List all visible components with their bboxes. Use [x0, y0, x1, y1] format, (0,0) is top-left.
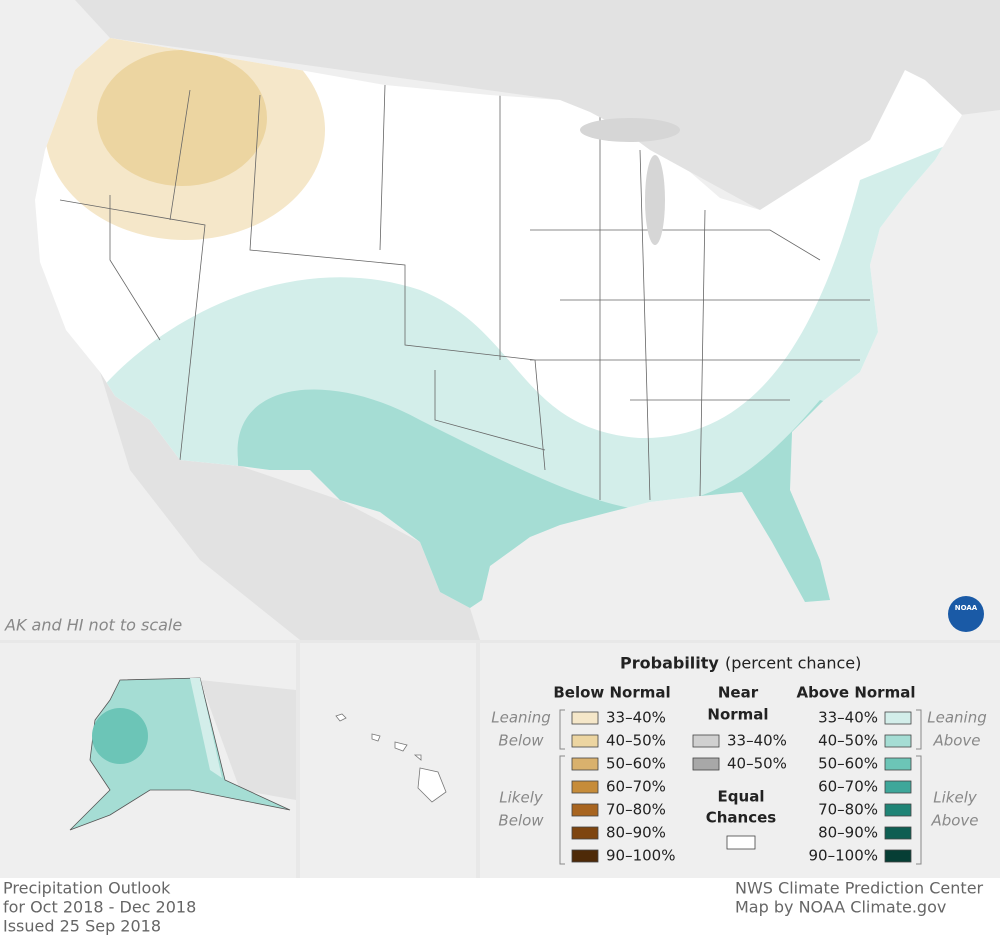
legend-swatch	[571, 849, 599, 863]
legend-label: 80–90%	[606, 824, 666, 842]
legend-label: 80–90%	[818, 824, 878, 842]
footer-line: Map by NOAA Climate.gov	[735, 898, 946, 917]
legend-swatch	[884, 780, 912, 794]
legend-label: 50–60%	[818, 755, 878, 773]
legend-label: 90–100%	[809, 847, 878, 865]
bracket	[916, 709, 922, 750]
legend-label: 40–50%	[818, 732, 878, 750]
legend-swatch	[884, 711, 912, 725]
side-label: Leaning	[927, 709, 986, 727]
map-note: AK and HI not to scale	[4, 616, 182, 635]
legend-swatch	[692, 734, 720, 748]
legend-swatch	[884, 734, 912, 748]
footer-line: NWS Climate Prediction Center	[735, 879, 984, 898]
legend-label: 70–80%	[606, 801, 666, 819]
legend-label: 60–70%	[606, 778, 666, 796]
legend-swatch	[884, 803, 912, 817]
bracket	[559, 709, 565, 750]
column-heading: Near	[718, 684, 759, 702]
noaa-logo	[948, 596, 984, 632]
side-label: Likely	[499, 789, 544, 807]
legend-label: 40–50%	[606, 732, 666, 750]
column-heading: Above Normal	[797, 684, 916, 702]
legend-label: 33–40%	[818, 709, 878, 727]
legend: Probability (percent chance) Below Norma…	[491, 654, 987, 865]
legend-label: 60–70%	[818, 778, 878, 796]
lake-superior	[580, 118, 680, 142]
canada	[0, 0, 1000, 210]
logo-text: NOAA	[955, 604, 978, 612]
legend-swatch	[571, 803, 599, 817]
below-40-50-region	[97, 50, 267, 186]
side-label: Below	[498, 812, 544, 830]
legend-swatch	[571, 757, 599, 771]
side-label: Above	[932, 732, 980, 750]
footer-line: for Oct 2018 - Dec 2018	[3, 898, 196, 917]
side-label: Below	[498, 732, 544, 750]
legend-swatch	[884, 826, 912, 840]
legend-swatch	[884, 757, 912, 771]
side-label: Leaning	[491, 709, 550, 727]
legend-swatch	[571, 826, 599, 840]
hawaii-panel	[300, 643, 476, 878]
column-heading: Below Normal	[553, 684, 670, 702]
legend-swatch	[884, 849, 912, 863]
state-borders	[59, 84, 870, 501]
hawaii	[335, 713, 447, 803]
legend-label: 33–40%	[727, 732, 787, 750]
legend-swatch	[692, 757, 720, 771]
alaska-50-60	[92, 708, 148, 764]
footer: Precipitation Outlook for Oct 2018 - Dec…	[3, 879, 984, 936]
legend-label: 70–80%	[818, 801, 878, 819]
legend-label: 33–40%	[606, 709, 666, 727]
bracket	[559, 755, 565, 865]
legend-subtitle: (percent chance)	[725, 654, 861, 673]
lake-michigan	[645, 155, 665, 245]
alaska-leaning	[190, 678, 222, 778]
bracket	[916, 755, 922, 865]
legend-swatch	[571, 711, 599, 725]
legend-label: 50–60%	[606, 755, 666, 773]
legend-title: Probability	[620, 654, 719, 673]
column-heading: Normal	[707, 706, 768, 724]
footer-line: Issued 25 Sep 2018	[3, 917, 161, 936]
side-label: Likely	[933, 789, 978, 807]
legend-swatch	[571, 780, 599, 794]
legend-label: 90–100%	[606, 847, 675, 865]
legend-swatch	[726, 835, 756, 850]
footer-line: Precipitation Outlook	[3, 879, 171, 898]
equal-chances-label: Equal	[718, 788, 765, 806]
side-label: Above	[930, 812, 978, 830]
legend-swatch	[571, 734, 599, 748]
canada-inset	[200, 680, 296, 800]
legend-label: 40–50%	[727, 755, 787, 773]
equal-chances-label: Chances	[706, 809, 777, 827]
